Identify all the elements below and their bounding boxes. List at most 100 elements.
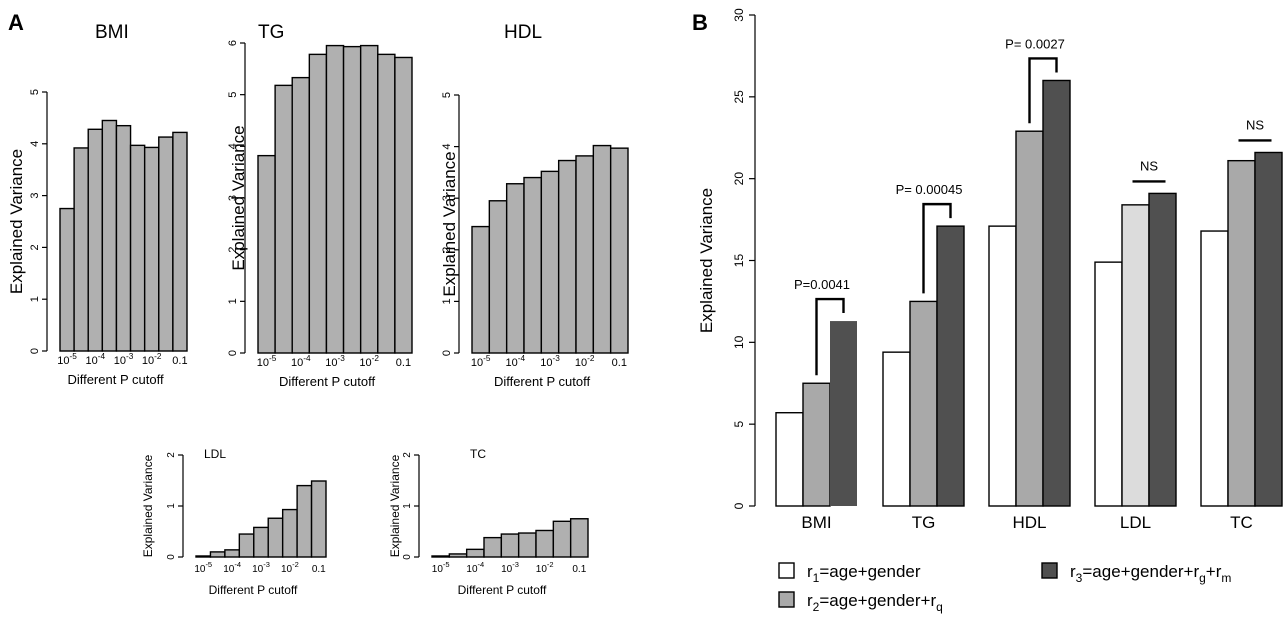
y-tick-label: 2 (402, 452, 413, 458)
y-tick-label: 4 (29, 141, 41, 147)
y-tick-label: 0 (402, 554, 413, 560)
bar (209, 551, 226, 558)
bar (359, 44, 379, 354)
x-tick-label: 0.1 (572, 564, 586, 575)
chart-title: TC (470, 447, 486, 461)
bar (158, 136, 174, 352)
bar-r1-tc (1200, 230, 1229, 507)
y-tick-label: 0 (227, 350, 239, 356)
x-tick-label: 10-4 (223, 560, 241, 575)
bar (592, 144, 612, 354)
bar-r2-tc (1227, 159, 1256, 507)
bar (342, 45, 362, 354)
panel-label-b: B (692, 10, 708, 35)
y-axis-label: Explained Variance (141, 454, 155, 557)
y-tick-label: 3 (441, 195, 453, 201)
x-tick-label: 10-2 (281, 560, 299, 575)
bar (377, 53, 396, 354)
y-tick-label: 1 (227, 298, 239, 304)
y-tick-label: 5 (732, 421, 746, 428)
category-label: LDL (1120, 513, 1151, 532)
bar (253, 526, 269, 558)
bar (257, 154, 276, 354)
bar (575, 155, 595, 354)
bar (267, 517, 284, 558)
y-tick-label: 2 (227, 247, 239, 253)
bar-r1-hdl (988, 225, 1017, 507)
x-tick-label: 10-5 (257, 354, 277, 369)
x-axis-label: Different P cutoff (67, 372, 164, 387)
bar (172, 131, 188, 352)
significance-label: P= 0.0027 (1005, 36, 1065, 51)
y-tick-label: 4 (227, 143, 239, 149)
chart-bmi: BMI 0 1 2 3 4 5 Explained Variance 10-5 10-4 10-3 1… (7, 22, 188, 387)
bar (325, 44, 345, 354)
bar-r3-tg (936, 225, 965, 507)
bar (609, 147, 629, 354)
chart-hdl: HDL 0 1 2 3 4 5 Explained Variance 10-5 10-4 10-3 1… (440, 22, 629, 389)
x-axis-label: Different P cutoff (209, 583, 298, 597)
bar (483, 536, 503, 558)
bar (195, 555, 212, 558)
bar (296, 484, 313, 558)
y-tick-label: 0 (441, 350, 453, 356)
y-tick-label: 5 (441, 92, 453, 98)
legend-swatch-r2 (778, 591, 795, 608)
x-tick-label: 10-3 (325, 354, 345, 369)
bar (101, 119, 118, 352)
bar (557, 159, 577, 354)
x-tick-label: 10-5 (432, 560, 450, 575)
y-tick-label: 1 (402, 503, 413, 509)
significance-label: P=0.0041 (794, 277, 850, 292)
x-tick-label: 10-3 (501, 560, 519, 575)
bar (523, 176, 543, 354)
bar (238, 533, 255, 558)
x-tick-label: 10-4 (291, 354, 311, 369)
y-tick-label: 5 (227, 92, 239, 98)
x-tick-label: 10-4 (85, 352, 105, 367)
category-label: HDL (1012, 513, 1046, 532)
x-tick-label: 0.1 (612, 357, 627, 369)
legend-swatch-r3 (1041, 562, 1058, 579)
x-tick-label: 10-5 (194, 560, 212, 575)
x-tick-label: 0.1 (312, 564, 326, 575)
x-tick-label: 10-2 (575, 354, 595, 369)
x-tick-label: 0.1 (396, 357, 411, 369)
chart-title: HDL (504, 22, 542, 43)
y-tick-label: 4 (441, 144, 453, 150)
chart-title: BMI (95, 22, 129, 43)
bar (471, 225, 491, 354)
legend-label-r3: r3=age+gender+rg+rm (1070, 562, 1231, 585)
y-axis-label: Explained Variance (388, 454, 402, 557)
chart-tg: TG 0 1 2 3 4 5 6 Explained Variance 10-5 10-4 10-3 1… (227, 22, 413, 389)
bar (281, 508, 298, 558)
bar (552, 520, 572, 558)
bar-r3-bmi (830, 321, 857, 506)
bar (517, 532, 537, 558)
x-tick-label: 10-5 (57, 352, 77, 367)
x-tick-label: 10-2 (536, 560, 554, 575)
bar (569, 518, 589, 558)
bar-r2-hdl (1015, 130, 1044, 507)
bar (488, 200, 508, 354)
bar (87, 128, 104, 352)
y-tick-label: 3 (227, 195, 239, 201)
y-tick-label: 2 (166, 452, 177, 458)
bar (143, 146, 160, 352)
x-axis-label: Different P cutoff (279, 374, 376, 389)
panel-label-a: A (8, 10, 24, 35)
x-tick-label: 10-4 (466, 560, 484, 575)
bar-r1-ldl (1094, 261, 1123, 507)
legend-label-r1: r1=age+gender (807, 562, 921, 585)
y-tick-label: 10 (732, 335, 746, 349)
bar (59, 207, 75, 352)
bar-r1-tg (882, 351, 911, 507)
bar (274, 84, 293, 354)
x-axis-label: Different P cutoff (494, 374, 591, 389)
y-tick-label: 0 (732, 502, 746, 509)
bar (73, 147, 89, 352)
y-tick-label: 0 (29, 348, 41, 354)
chart-title: TG (258, 22, 284, 43)
bar-r2-bmi (802, 382, 831, 507)
